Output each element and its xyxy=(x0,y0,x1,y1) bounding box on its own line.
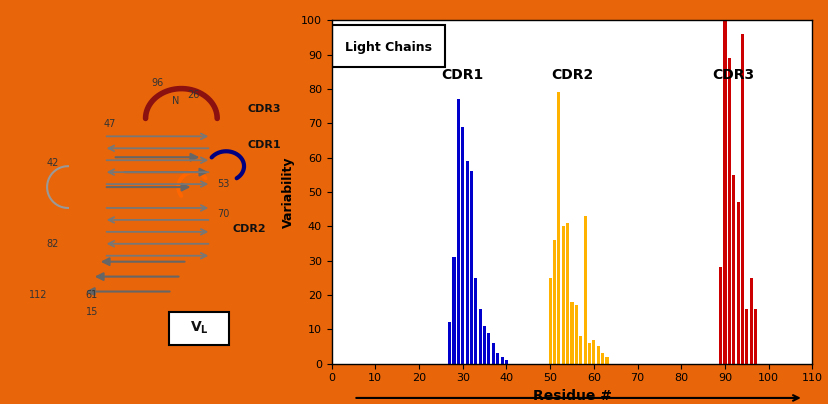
Y-axis label: Variability: Variability xyxy=(282,156,295,227)
Bar xyxy=(556,92,560,364)
Bar xyxy=(548,278,551,364)
Bar xyxy=(448,322,450,364)
X-axis label: Residue #: Residue # xyxy=(532,389,611,403)
FancyBboxPatch shape xyxy=(331,25,445,67)
Bar xyxy=(587,343,590,364)
Text: 47: 47 xyxy=(104,120,116,129)
Bar xyxy=(570,302,573,364)
Bar xyxy=(592,339,595,364)
Text: 82: 82 xyxy=(47,239,59,249)
Text: CDR2: CDR2 xyxy=(232,224,266,234)
Bar xyxy=(718,267,721,364)
Bar xyxy=(727,58,730,364)
Bar xyxy=(469,171,473,364)
Text: CDR1: CDR1 xyxy=(441,68,484,82)
Bar xyxy=(496,353,498,364)
Text: Light Chains: Light Chains xyxy=(344,41,431,54)
Text: 96: 96 xyxy=(152,78,163,88)
Text: CDR2: CDR2 xyxy=(551,68,592,82)
Text: 15: 15 xyxy=(85,307,98,318)
Bar xyxy=(460,127,464,364)
Bar xyxy=(723,20,725,364)
Text: 112: 112 xyxy=(29,290,47,299)
Bar xyxy=(744,309,748,364)
Bar xyxy=(566,223,569,364)
Bar xyxy=(561,226,564,364)
Bar xyxy=(487,333,490,364)
Bar xyxy=(504,360,508,364)
FancyBboxPatch shape xyxy=(169,312,229,345)
Bar xyxy=(452,257,455,364)
Bar xyxy=(736,202,739,364)
Bar xyxy=(552,240,556,364)
Text: CDR3: CDR3 xyxy=(712,68,753,82)
Bar xyxy=(478,309,481,364)
Bar xyxy=(583,216,586,364)
Bar xyxy=(731,175,734,364)
Bar xyxy=(500,357,503,364)
Bar xyxy=(604,357,608,364)
Bar xyxy=(740,34,743,364)
Text: 26: 26 xyxy=(187,90,200,99)
Text: 53: 53 xyxy=(217,179,229,189)
Text: 70: 70 xyxy=(217,209,229,219)
Bar xyxy=(749,278,752,364)
Bar xyxy=(456,99,460,364)
Text: 61: 61 xyxy=(85,290,98,299)
Bar xyxy=(596,346,599,364)
Text: $\mathbf{V}_\mathbf{L}$: $\mathbf{V}_\mathbf{L}$ xyxy=(190,320,209,336)
Bar xyxy=(465,161,468,364)
Bar xyxy=(483,326,485,364)
Text: CDR1: CDR1 xyxy=(247,140,281,150)
Bar xyxy=(474,278,477,364)
Bar xyxy=(574,305,577,364)
Bar xyxy=(600,353,604,364)
Bar xyxy=(491,343,494,364)
Text: CDR3: CDR3 xyxy=(247,105,280,114)
Text: N: N xyxy=(172,95,180,105)
Text: 42: 42 xyxy=(47,158,59,168)
Bar xyxy=(579,336,581,364)
Bar xyxy=(753,309,756,364)
